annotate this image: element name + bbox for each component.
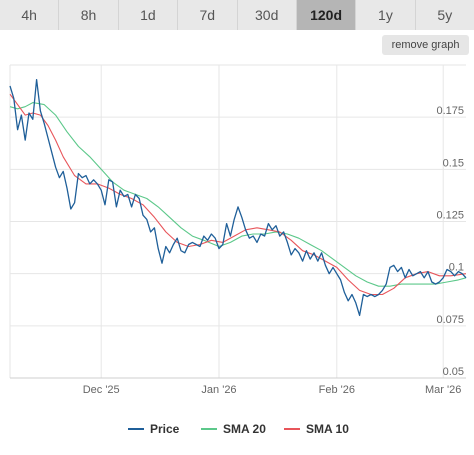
legend-swatch	[284, 428, 300, 430]
legend-label: SMA 10	[306, 422, 349, 436]
chart-legend: Price SMA 20 SMA 10	[0, 418, 474, 440]
x-tick-label: Jan '26	[201, 384, 236, 396]
x-tick-label: Mar '26	[425, 384, 461, 396]
legend-item-sma-10[interactable]: SMA 10	[284, 418, 349, 440]
x-tick-label: Feb '26	[319, 384, 355, 396]
legend-label: Price	[150, 422, 180, 436]
tab-120d[interactable]: 120d	[296, 0, 357, 30]
tab-4h[interactable]: 4h	[0, 0, 60, 30]
series-line-sma-10	[9, 93, 467, 296]
series-line-price	[9, 78, 467, 317]
legend-label: SMA 20	[223, 422, 266, 436]
tab-1y[interactable]: 1y	[356, 0, 416, 30]
y-tick-label: 0.1	[449, 262, 464, 274]
legend-item-price[interactable]: Price	[128, 418, 179, 440]
y-tick-label: 0.15	[443, 157, 464, 169]
tab-1d[interactable]: 1d	[118, 0, 179, 30]
timeframe-tabs: 4h 8h 1d 7d 30d 120d 1y 5y	[0, 0, 474, 30]
tab-8h[interactable]: 8h	[59, 0, 119, 30]
y-tick-label: 0.175	[436, 105, 464, 117]
tab-30d[interactable]: 30d	[237, 0, 297, 30]
tab-7d[interactable]: 7d	[178, 0, 238, 30]
y-tick-label: 0.05	[443, 366, 464, 378]
legend-swatch	[128, 428, 144, 430]
x-tick-label: Dec '25	[83, 384, 120, 396]
price-chart: 0.05 0.075 0.1 0.125 0.15 0.175 Dec '25 Jan '26…	[9, 64, 467, 396]
y-tick-label: 0.125	[436, 210, 464, 222]
remove-graph-button[interactable]: remove graph	[382, 35, 469, 55]
y-tick-label: 0.075	[436, 314, 464, 326]
legend-item-sma-20[interactable]: SMA 20	[201, 418, 266, 440]
series-line-sma-20	[9, 102, 467, 287]
tab-5y[interactable]: 5y	[415, 0, 474, 30]
legend-swatch	[201, 428, 217, 430]
